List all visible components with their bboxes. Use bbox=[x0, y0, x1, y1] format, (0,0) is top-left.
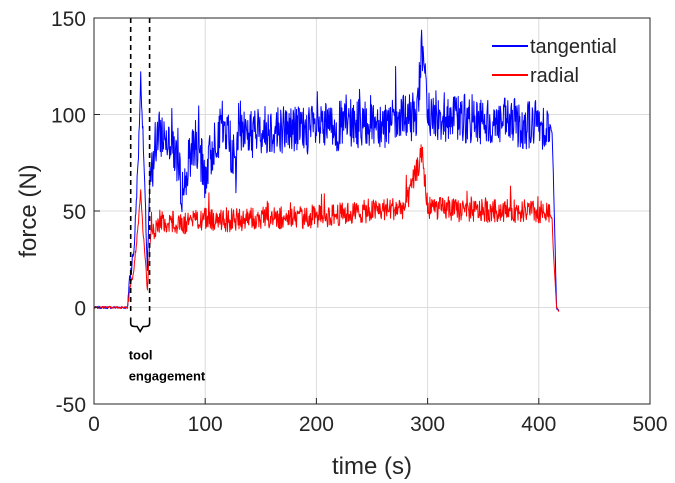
x-tick-label: 500 bbox=[632, 413, 667, 436]
annotation-line2: engagement bbox=[129, 369, 206, 384]
y-tick-label: 0 bbox=[74, 298, 86, 321]
legend: tangential radial bbox=[492, 36, 617, 87]
engagement-bracket bbox=[129, 317, 151, 334]
legend-label-radial: radial bbox=[530, 65, 579, 87]
axis-ticks bbox=[93, 17, 651, 405]
x-axis-title: time (s) bbox=[332, 453, 412, 480]
series-line-radial bbox=[93, 144, 560, 312]
x-tick-label: 200 bbox=[299, 413, 334, 436]
x-tick-label: 300 bbox=[410, 413, 445, 436]
x-tick-label: 0 bbox=[88, 413, 100, 436]
series-line-tangential bbox=[93, 29, 560, 312]
y-axis-title: force (N) bbox=[15, 164, 42, 257]
x-tick-label: 400 bbox=[521, 413, 556, 436]
annotation-line1: tool bbox=[129, 348, 153, 363]
tool-engagement-annotation: tool engagement bbox=[129, 18, 206, 384]
y-tick-label: 50 bbox=[63, 201, 86, 224]
x-tick-label: 100 bbox=[188, 413, 223, 436]
legend-label-tangential: tangential bbox=[530, 36, 617, 58]
series-group bbox=[93, 29, 560, 312]
y-tick-label: 100 bbox=[51, 105, 86, 128]
y-tick-label: 150 bbox=[51, 8, 86, 31]
y-tick-label: -50 bbox=[56, 394, 86, 417]
